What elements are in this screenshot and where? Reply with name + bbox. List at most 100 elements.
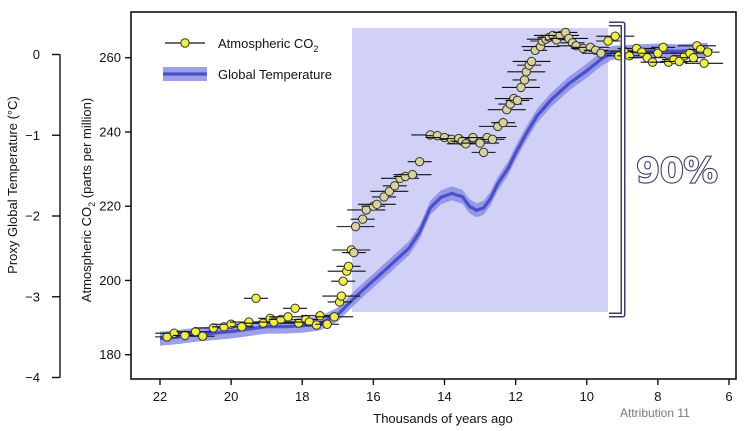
temperature-tick-label: −3 <box>25 289 40 304</box>
co2-marker <box>358 214 368 224</box>
attribution-label: Attribution 11 <box>620 406 690 420</box>
co2-marker <box>688 53 699 63</box>
right-axis-title-subscript: 2 <box>87 202 97 207</box>
temperature-tick-label: 0 <box>33 47 40 62</box>
co2-point <box>244 293 269 303</box>
co2-point <box>695 47 720 57</box>
co2-marker <box>674 56 684 67</box>
co2-marker <box>311 320 322 330</box>
co2-point <box>581 48 620 58</box>
co2-marker <box>338 276 348 286</box>
temperature-tick-label: −1 <box>25 128 40 143</box>
x-tick-label: 12 <box>508 389 522 404</box>
legend: Atmospheric CO2 Global Temperature <box>163 36 332 82</box>
x-tick-label: 14 <box>437 389 451 404</box>
co2-marker <box>349 247 359 258</box>
co2-marker <box>283 312 293 322</box>
co2-point <box>357 199 396 210</box>
x-tick-label: 8 <box>654 389 661 404</box>
co2-marker <box>329 312 339 322</box>
co2-marker <box>343 261 354 272</box>
co2-marker <box>603 36 613 46</box>
co2-marker <box>197 331 208 341</box>
co2-point <box>315 319 340 329</box>
co2-point <box>501 82 540 93</box>
co2-point <box>341 247 366 258</box>
bracket-outline <box>609 21 626 318</box>
co2-marker <box>498 117 508 128</box>
co2-marker <box>237 322 247 332</box>
co2-marker <box>596 48 606 58</box>
co2-marker <box>251 293 261 303</box>
co2-point <box>505 95 530 106</box>
co2-point <box>315 312 354 322</box>
temperature-tick-label: −2 <box>25 209 40 224</box>
temperature-series-layer <box>159 42 708 346</box>
right-axis-title-main: Atmospheric CO <box>79 207 94 302</box>
co2-point <box>638 48 677 58</box>
co2-marker <box>372 199 382 210</box>
x-tick-label: 18 <box>295 389 309 404</box>
right-axis-title-units: (parts per million) <box>79 98 94 202</box>
co2-point <box>681 53 706 63</box>
co2-tick-label: 180 <box>99 347 121 362</box>
x-axis-title: Thousands of years ago <box>373 411 512 426</box>
co2-marker <box>336 291 347 301</box>
co2-marker <box>407 169 418 180</box>
co2-marker <box>702 47 713 57</box>
co2-marker <box>699 58 709 68</box>
co2-point <box>350 214 375 224</box>
co2-marker <box>379 192 389 202</box>
co2-tick-label: 220 <box>99 199 121 214</box>
co2-point <box>480 134 505 145</box>
co2-marker <box>526 56 537 67</box>
co2-marker <box>461 139 471 149</box>
co2-marker <box>384 186 395 197</box>
co2-marker <box>414 156 425 167</box>
co2-marker <box>658 42 668 53</box>
co2-point <box>331 276 356 286</box>
co2-marker <box>637 47 647 57</box>
co2-point <box>629 47 654 57</box>
temperature-line <box>159 48 708 341</box>
legend-co2-label: Atmospheric CO2 <box>218 36 318 54</box>
bracket-inner <box>609 23 624 316</box>
co2-point <box>512 56 551 67</box>
co2-point <box>370 186 409 197</box>
left-axis-title: Proxy Global Temperature (°C) <box>5 96 20 274</box>
co2-marker <box>244 317 254 327</box>
co2-marker <box>512 95 523 106</box>
co2-marker <box>350 221 361 232</box>
co2-marker <box>322 319 332 329</box>
co2-marker <box>610 31 620 41</box>
co2-series-layer <box>155 27 724 342</box>
co2-marker <box>478 147 489 158</box>
x-tick-label: 22 <box>153 389 167 404</box>
co2-marker <box>208 323 219 333</box>
legend-co2-label-main: Atmospheric CO <box>218 36 313 51</box>
co2-point <box>596 31 635 41</box>
co2-marker <box>258 318 268 328</box>
co2-point <box>393 169 432 180</box>
co2-point <box>347 205 386 215</box>
co2-point <box>229 322 254 332</box>
co2-point <box>269 312 308 322</box>
bracket-layer <box>609 21 626 318</box>
co2-point <box>336 221 375 232</box>
co2-marker <box>516 82 526 93</box>
co2-point <box>407 156 432 167</box>
co2-point <box>471 147 496 158</box>
co2-marker <box>519 75 530 85</box>
co2-marker <box>180 330 190 341</box>
legend-co2-label-subscript: 2 <box>313 44 318 54</box>
co2-point <box>372 192 397 202</box>
co2-marker <box>653 48 663 58</box>
co2-tick-label: 200 <box>99 273 121 288</box>
co2-point <box>190 331 215 341</box>
co2-marker <box>315 311 325 321</box>
co2-marker <box>169 328 179 338</box>
co2-point <box>491 117 516 128</box>
co2-marker <box>390 181 400 191</box>
x-tick-label: 20 <box>224 389 238 404</box>
